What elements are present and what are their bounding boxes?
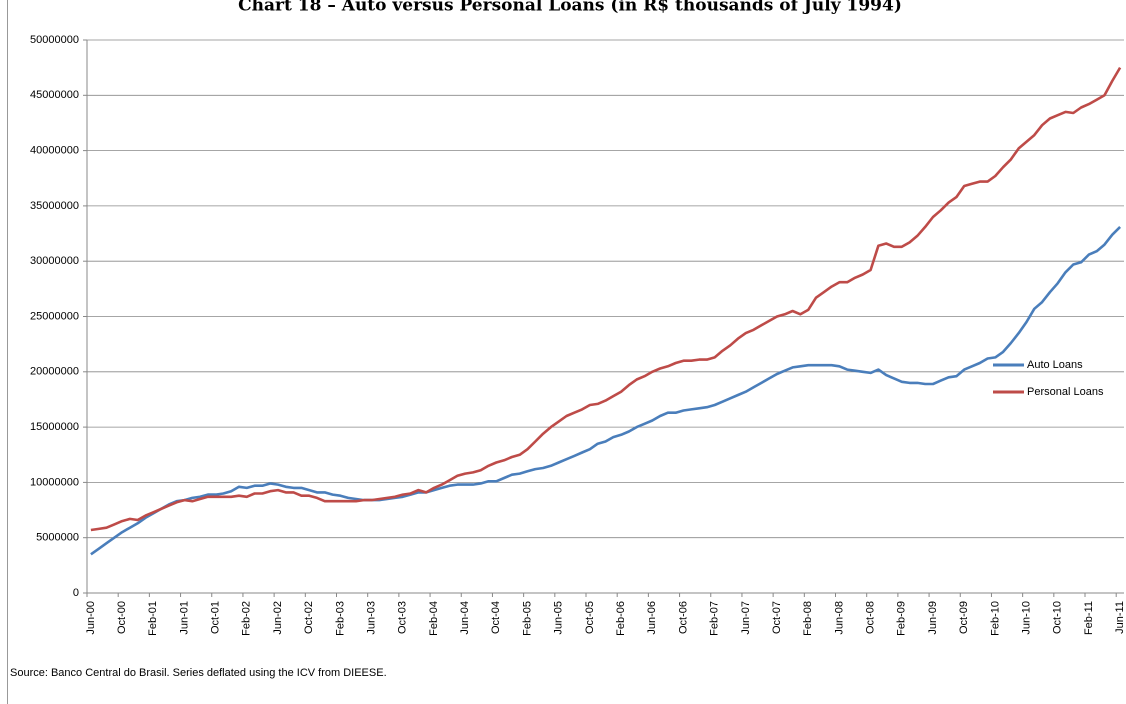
x-tick-label: Jun-09 xyxy=(927,601,939,635)
x-tick-label: Feb-09 xyxy=(896,601,908,636)
x-tick-label: Jun-00 xyxy=(85,601,97,635)
x-tick-label: Oct-08 xyxy=(865,601,877,634)
x-tick-label: Jun-06 xyxy=(646,601,658,635)
y-tick-label: 45000000 xyxy=(30,89,79,101)
series-line xyxy=(90,225,1122,556)
x-tick-label: Feb-01 xyxy=(147,601,159,636)
y-tick-label: 50000000 xyxy=(30,34,79,46)
x-tick-label: Oct-00 xyxy=(116,601,128,634)
y-tick-label: 10000000 xyxy=(30,476,79,488)
x-tick-label: Feb-04 xyxy=(428,601,440,636)
x-tick-label: Oct-02 xyxy=(303,601,315,634)
x-tick-label: Jun-05 xyxy=(553,601,565,635)
x-tick-label: Jun-04 xyxy=(459,601,471,635)
x-tick-label: Oct-09 xyxy=(958,601,970,634)
y-tick-label: 0 xyxy=(73,587,79,599)
x-tick-label: Feb-05 xyxy=(521,601,533,636)
x-tick-label: Oct-03 xyxy=(397,601,409,634)
x-tick-label: Jun-10 xyxy=(1020,601,1032,635)
y-tick-label: 30000000 xyxy=(30,255,79,267)
source-note: Source: Banco Central do Brasil. Series … xyxy=(10,667,387,679)
x-tick-label: Jun-11 xyxy=(1114,601,1126,634)
chart-title: Chart 18 – Auto versus Personal Loans (i… xyxy=(238,0,902,16)
y-tick-label: 35000000 xyxy=(30,200,79,212)
legend-label: Personal Loans xyxy=(1027,386,1104,398)
x-tick-label: Oct-05 xyxy=(584,601,596,634)
x-tick-label: Feb-08 xyxy=(802,601,814,636)
y-tick-label: 20000000 xyxy=(30,366,79,378)
x-tick-label: Oct-10 xyxy=(1052,601,1064,634)
x-tick-label: Oct-06 xyxy=(677,601,689,634)
x-tick-label: Jun-08 xyxy=(833,601,845,635)
legend-label: Auto Loans xyxy=(1027,359,1083,371)
y-tick-label: 25000000 xyxy=(30,310,79,322)
x-tick-label: Oct-01 xyxy=(210,601,222,634)
x-tick-label: Jun-03 xyxy=(365,601,377,635)
x-tick-label: Jun-07 xyxy=(740,601,752,635)
x-tick-label: Oct-07 xyxy=(771,601,783,634)
x-tick-label: Feb-06 xyxy=(615,601,627,636)
series-line xyxy=(90,66,1122,532)
y-tick-label: 15000000 xyxy=(30,421,79,433)
x-tick-label: Jun-01 xyxy=(178,601,190,635)
x-tick-label: Jun-02 xyxy=(272,601,284,635)
x-tick-label: Feb-03 xyxy=(334,601,346,636)
y-tick-label: 40000000 xyxy=(30,145,79,157)
x-tick-label: Oct-04 xyxy=(490,601,502,634)
x-tick-label: Feb-07 xyxy=(709,601,721,636)
x-tick-label: Feb-10 xyxy=(989,601,1001,636)
x-tick-label: Feb-11 xyxy=(1083,601,1095,635)
y-tick-label: 5000000 xyxy=(36,532,79,544)
x-tick-label: Feb-02 xyxy=(241,601,253,636)
